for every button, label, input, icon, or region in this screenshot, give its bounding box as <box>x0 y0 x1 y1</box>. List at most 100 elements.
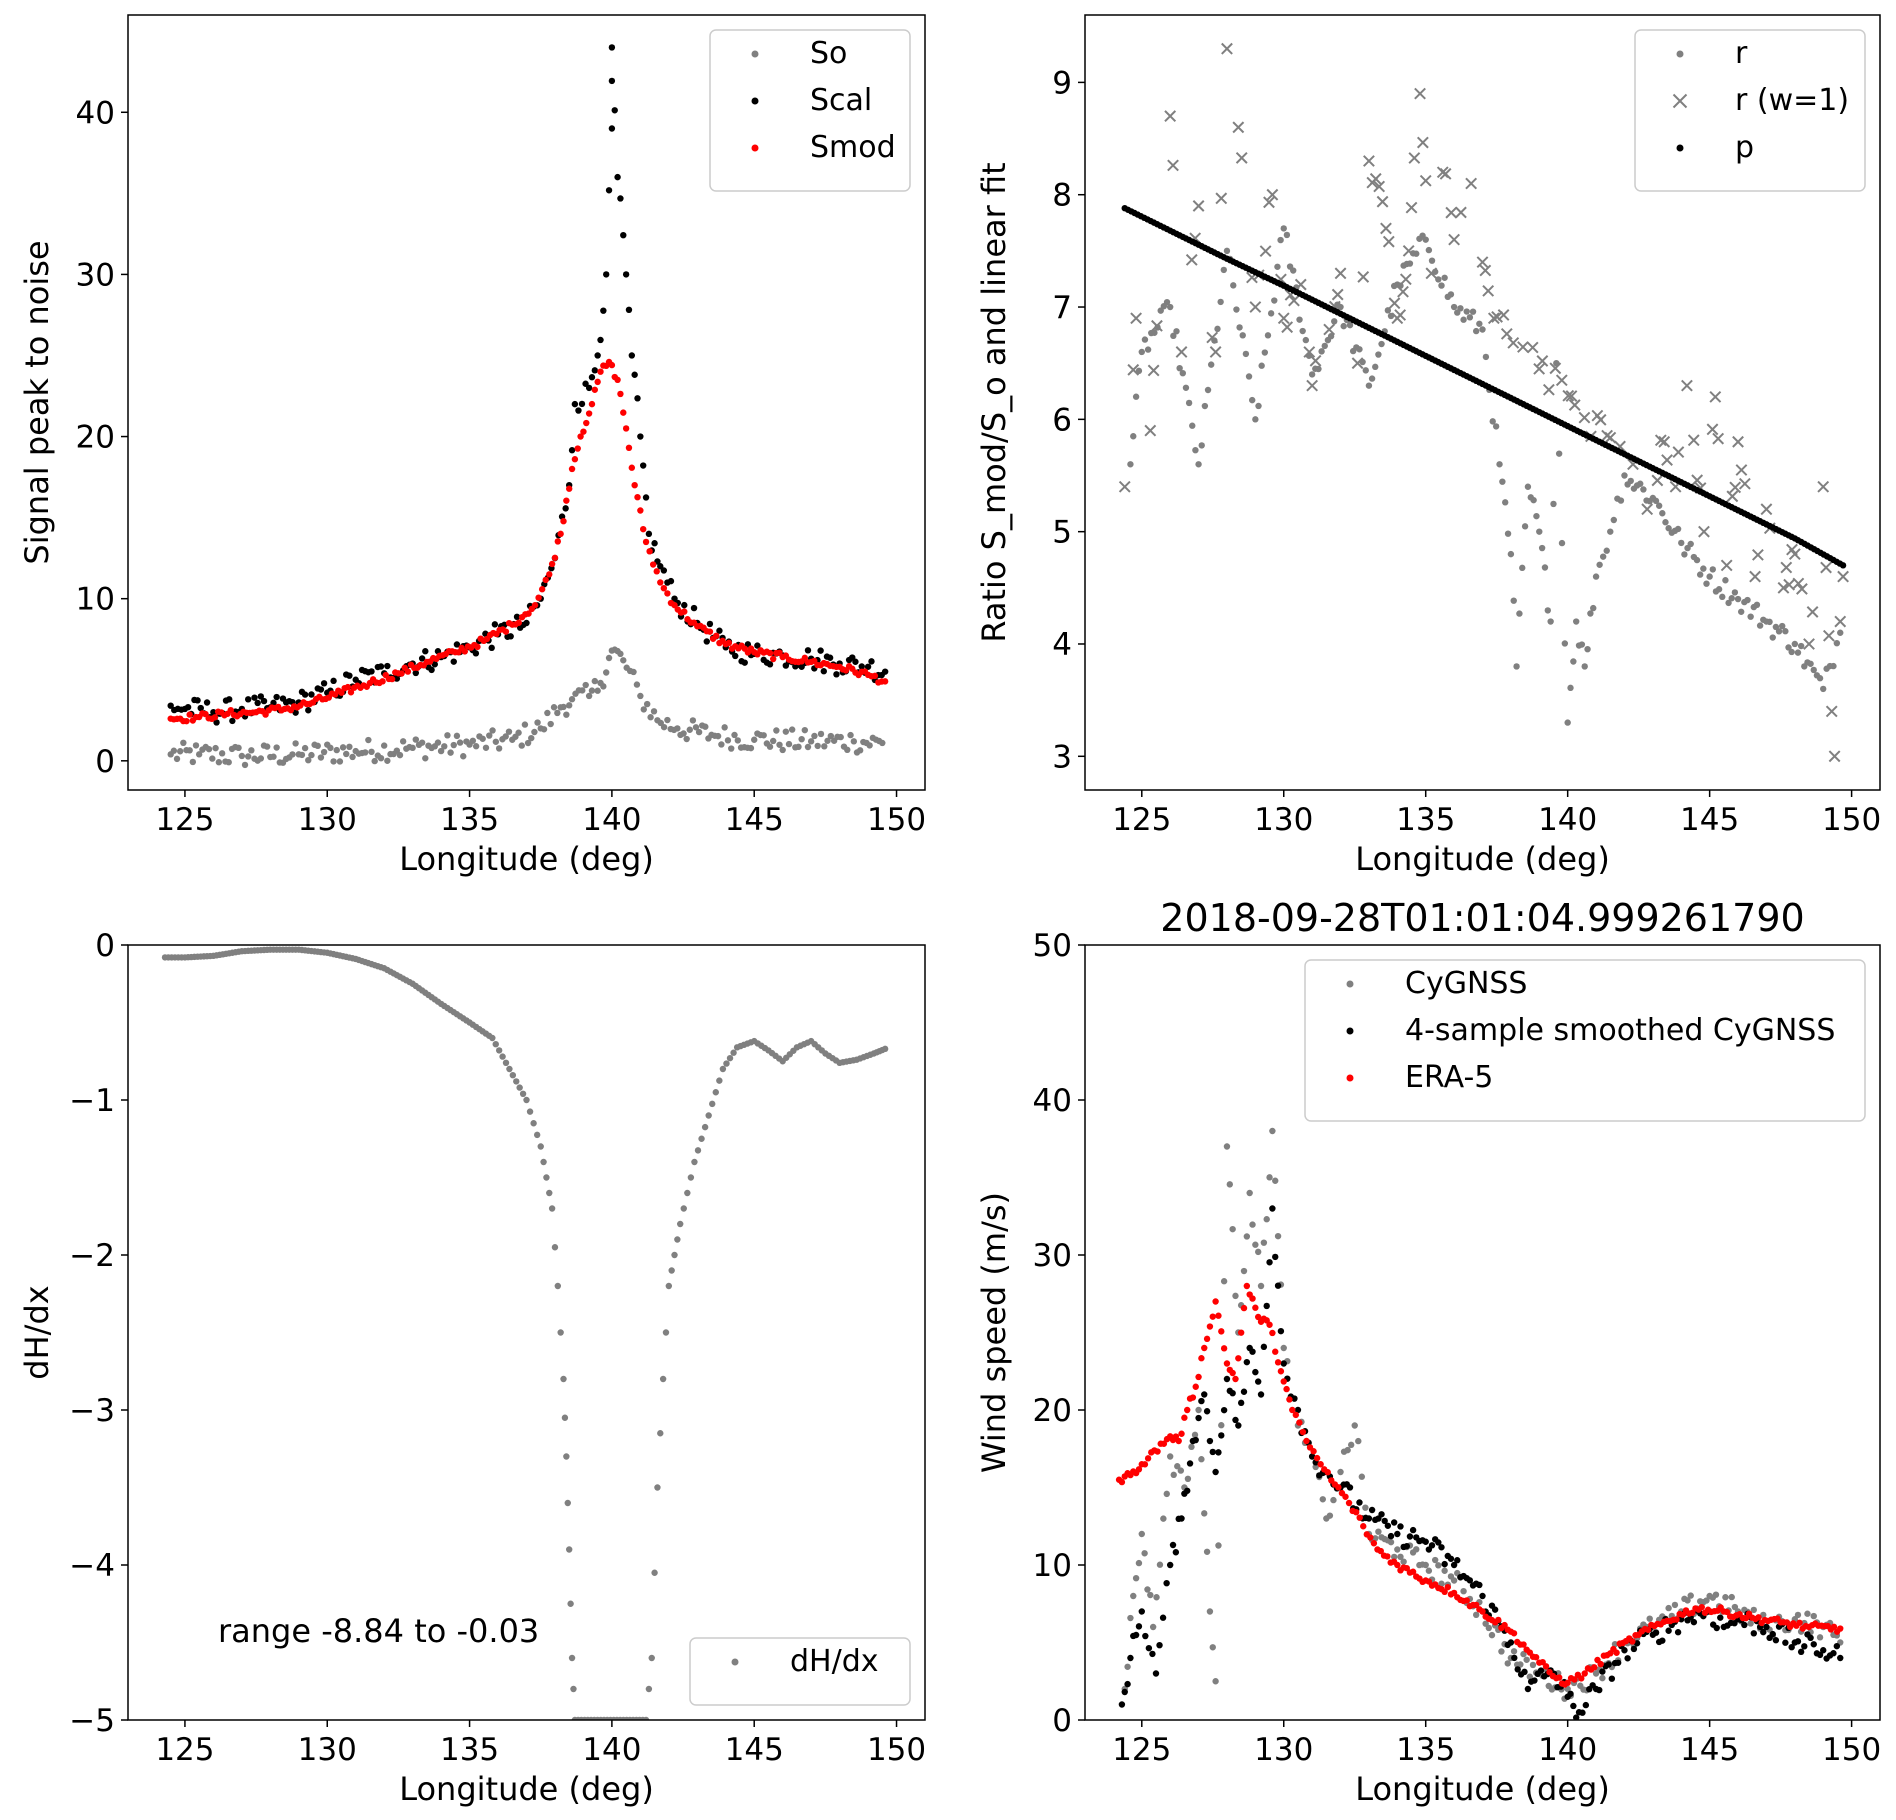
data-point <box>614 376 621 384</box>
data-point <box>665 1282 673 1290</box>
y-tick-label: 10 <box>1033 1548 1072 1584</box>
data-point <box>588 400 596 408</box>
data-point <box>1201 1391 1208 1398</box>
data-point <box>1681 379 1693 392</box>
y-tick-label: −1 <box>69 1083 115 1119</box>
data-point <box>1837 629 1844 636</box>
y-tick-label: 4 <box>1052 627 1072 663</box>
x-tick-label: 140 <box>582 802 641 838</box>
data-point <box>195 751 203 758</box>
data-point <box>1709 390 1722 403</box>
legend-entry: Scal <box>751 83 872 118</box>
data-point <box>1243 1282 1251 1290</box>
legend-label: CyGNSS <box>1405 966 1527 1001</box>
axes-frame <box>1084 14 1881 791</box>
data-point <box>1118 1701 1126 1708</box>
data-point <box>1294 1406 1302 1414</box>
data-point <box>1777 581 1790 594</box>
data-point <box>1487 312 1500 325</box>
data-point <box>554 1282 562 1290</box>
data-point <box>1621 1647 1628 1654</box>
data-point <box>1678 539 1685 547</box>
data-point <box>1138 1530 1145 1538</box>
data-point <box>489 1034 496 1042</box>
data-point <box>691 1158 698 1166</box>
y-tick-label: 7 <box>1052 290 1072 326</box>
data-point <box>1828 750 1841 763</box>
legend: CyGNSS 4-sample smoothed CyGNSS ERA-5 <box>1304 959 1866 1122</box>
data-point <box>1803 638 1815 650</box>
data-point <box>1448 233 1461 246</box>
series-4-sample-smoothed-cygnss <box>1118 1205 1844 1720</box>
legend-label: dH/dx <box>790 1644 879 1679</box>
data-point <box>1732 435 1744 448</box>
data-point <box>1252 416 1259 423</box>
legend-label: r <box>1735 36 1748 71</box>
data-point <box>1496 461 1503 468</box>
data-point <box>1266 188 1279 201</box>
data-point <box>210 708 217 716</box>
y-tick-label: −4 <box>69 1548 115 1584</box>
y-tick-label: 9 <box>1052 65 1072 101</box>
chart-tl: 125 130 135 140 145 150 0 10 20 30 40 Longitude (de… <box>18 14 926 878</box>
y-axis-label: Signal peak to noise <box>18 240 56 564</box>
data-point <box>1592 573 1600 580</box>
data-point <box>506 1065 513 1073</box>
series-r <box>1127 225 1844 726</box>
data-point <box>1760 503 1773 516</box>
data-point <box>238 752 246 760</box>
data-point <box>1138 348 1145 356</box>
data-point <box>671 601 678 609</box>
data-point <box>1232 1375 1239 1383</box>
data-point <box>1422 1561 1429 1569</box>
data-point <box>594 352 601 359</box>
data-point <box>568 1654 576 1662</box>
data-point <box>1749 570 1761 583</box>
data-point <box>1365 1515 1373 1522</box>
x-tick-label: 150 <box>867 1732 926 1768</box>
data-point <box>1402 244 1415 257</box>
axes-frame <box>127 944 926 1721</box>
data-point <box>1837 570 1849 583</box>
legend-label: Scal <box>810 83 872 118</box>
legend-label: p <box>1735 130 1754 165</box>
data-point <box>1825 705 1838 718</box>
legend-label: r (w=1) <box>1735 83 1849 118</box>
data-point <box>1351 1422 1358 1429</box>
data-point <box>571 400 579 408</box>
data-point <box>657 579 664 586</box>
data-point <box>807 738 815 745</box>
x-tick-label: 135 <box>440 802 499 838</box>
y-tick-label: 6 <box>1052 402 1072 438</box>
data-point <box>1277 312 1290 325</box>
data-point <box>622 425 630 432</box>
x-tick-label: 135 <box>1396 1732 1455 1768</box>
data-point <box>1249 301 1262 313</box>
data-point <box>557 530 564 538</box>
x-tick-label: 130 <box>298 802 357 838</box>
data-point <box>1820 685 1827 693</box>
legend-entry: Smod <box>751 130 896 165</box>
data-point <box>523 619 530 627</box>
data-point <box>1837 1625 1844 1632</box>
legend-entry: CyGNSS <box>1346 966 1527 1001</box>
data-point <box>1254 1313 1262 1321</box>
data-point <box>1581 1670 1588 1677</box>
x-axis-label: Longitude (deg) <box>399 1770 654 1808</box>
axes-frame <box>1084 944 1881 1721</box>
data-point <box>565 1546 573 1553</box>
data-point <box>1166 1561 1174 1569</box>
data-point <box>1223 247 1231 255</box>
data-point <box>603 271 610 278</box>
chart-title: 2018-09-28T01:01:04.999261790 <box>1160 896 1804 940</box>
data-point <box>1192 200 1205 212</box>
data-point <box>1209 346 1222 358</box>
data-point <box>1547 618 1554 625</box>
data-point <box>1641 503 1654 516</box>
data-point <box>1257 1282 1265 1290</box>
x-tick-label: 140 <box>1538 802 1597 838</box>
x-tick-label: 145 <box>1680 1732 1739 1768</box>
data-point <box>531 601 539 609</box>
data-point <box>1394 1561 1401 1569</box>
